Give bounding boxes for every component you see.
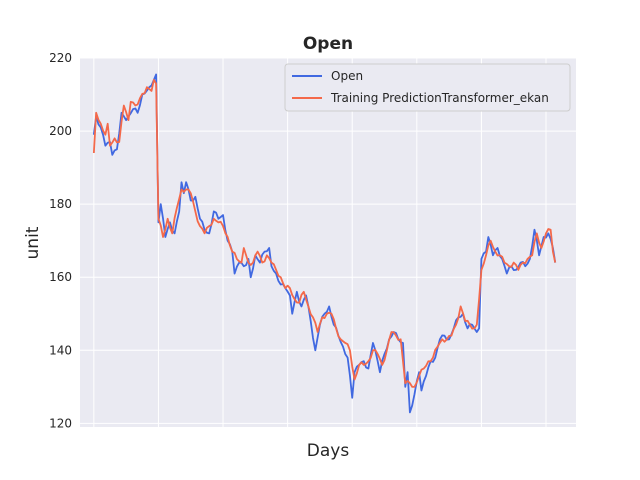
chart-title: Open — [303, 34, 353, 54]
y-tick-label: 120 — [49, 416, 72, 430]
legend-box — [284, 63, 571, 112]
y-tick-label: 220 — [49, 51, 72, 65]
y-tick-label: 200 — [49, 124, 72, 138]
series-line-training-prediction — [92, 79, 557, 388]
y-tick-label: 140 — [49, 343, 72, 357]
series-group — [92, 73, 557, 414]
legend: Open Training PredictionTransformer_ekan — [284, 63, 571, 112]
series-line-open — [92, 73, 557, 414]
legend-label-training-prediction: Training PredictionTransformer_ekan — [330, 91, 549, 105]
y-axis-label: unit — [23, 226, 43, 259]
x-axis-label: Days — [307, 441, 350, 461]
plot-background — [80, 58, 576, 427]
y-tick-label: 160 — [49, 270, 72, 284]
grid — [80, 57, 576, 427]
y-tick-label: 180 — [49, 197, 72, 211]
legend-label-open: Open — [331, 69, 363, 83]
y-tick-labels: 120 140 160 180 200 220 — [49, 51, 72, 430]
